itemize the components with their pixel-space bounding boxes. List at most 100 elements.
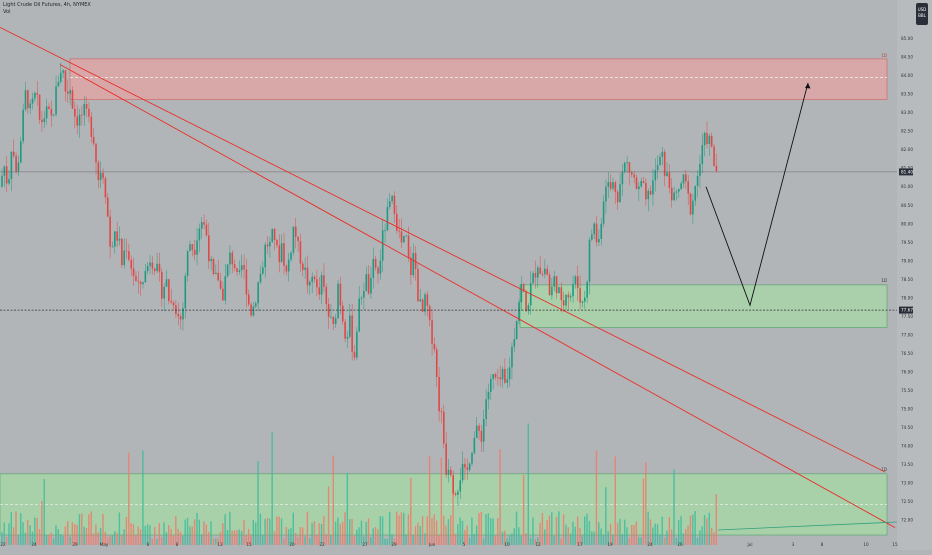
candle-down [193,249,196,255]
y-tick-label: 81.00 [901,184,913,189]
volume-bar [74,524,76,545]
candle-up [320,275,323,295]
candle-up [703,132,706,146]
volume-bar [217,538,219,545]
candle-up [262,267,264,274]
volume-bar [146,524,149,545]
volume-bar [189,526,191,545]
volume-bar [508,535,511,545]
candle-up [349,315,351,337]
candle-down [64,70,67,92]
candle-down [670,187,673,201]
candle-up [384,230,386,232]
candle-down [318,287,321,295]
volume-bar [203,521,205,545]
candle-up [269,241,271,247]
candle-down [137,280,140,282]
volume-bar [304,536,306,545]
candle-up [165,279,168,287]
volume-bar [299,526,302,545]
volume-bar [316,535,318,545]
candle-up [537,267,539,278]
candle-up [210,258,212,262]
volume-bar [410,477,412,545]
candle-down [616,191,619,203]
candle-up [184,275,187,309]
currency-unit-badge[interactable]: USD BBL [916,3,928,25]
volume-bar [306,511,309,545]
candle-down [663,151,666,177]
candle-down [175,305,177,315]
candle-up [640,180,642,187]
candle-down [407,235,410,258]
candle-up [673,192,675,201]
candle-up [149,262,151,266]
candle-up [146,265,149,272]
candle-up [506,379,509,383]
volume-bar [12,527,15,545]
volume-bar [673,469,675,545]
candle-up [678,189,680,192]
candle-down [128,251,130,260]
volume-bar [27,519,29,545]
volume-bar [142,450,144,545]
volume-bar [212,538,215,545]
candle-down [316,279,318,288]
candle-up [623,162,626,172]
candle-up [588,239,591,282]
volume-bar [534,538,537,545]
volume-bar [318,523,320,545]
volume-bar [226,529,229,545]
volume-bar [283,538,285,545]
volume-bar [703,515,706,545]
candle-down [414,253,417,270]
volume-bar [675,538,678,545]
candle-down [104,178,107,198]
candle-down [217,272,219,281]
volume-bar [433,514,435,545]
candle-up [264,244,266,268]
volume-bar [652,527,654,545]
candle-down [208,235,210,262]
trendline-1 [0,27,886,473]
supply-zone-label: 1D [881,53,887,58]
volume-bar [694,511,696,545]
volume-bar [645,462,647,545]
candle-up [290,252,292,260]
volume-bar [370,537,372,545]
volume-indicator-label[interactable]: Vol [3,9,11,15]
candle-up [309,281,311,286]
candle-up [680,183,682,190]
candle-up [59,72,62,82]
candle-down [38,94,41,120]
volume-bar [341,521,344,545]
volume-bar [393,538,396,545]
volume-bar [168,525,170,545]
chart-title: Light Crude Oil Futures, 4h, NYMEX [3,2,91,8]
volume-bar [506,538,508,545]
candle-up [388,201,391,207]
y-tick-label: 76.50 [901,351,913,356]
candle-down [454,493,457,495]
volume-bar [313,521,316,545]
volume-bar [584,516,586,545]
candle-up [292,226,295,253]
y-tick-label: 76.00 [901,369,913,374]
volume-bar [88,514,90,545]
volume-bar [323,515,325,545]
candle-down [294,226,297,237]
candle-down [231,252,234,265]
x-tick-label: 19 [607,542,613,547]
candle-up [652,180,654,195]
volume-bar [158,523,161,545]
candle-down [642,180,645,183]
volume-bar [490,518,492,545]
volume-bar [527,423,529,545]
volume-bar [266,517,269,545]
candle-down [203,222,205,225]
candle-down [95,143,97,163]
volume-bar [680,515,682,545]
candle-down [421,299,424,312]
